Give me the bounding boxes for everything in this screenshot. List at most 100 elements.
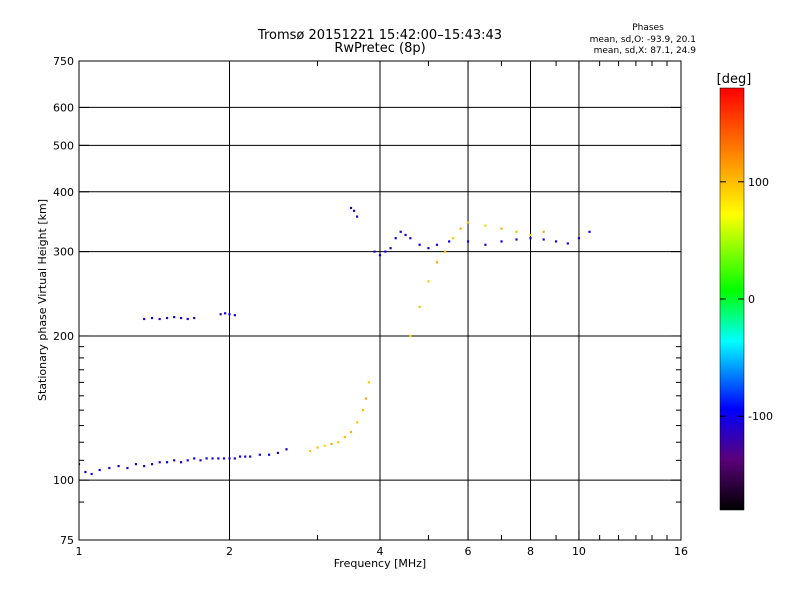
data-point: [409, 237, 412, 240]
data-point: [451, 237, 455, 240]
y-tick-label: 500: [53, 139, 74, 152]
data-point: [529, 233, 532, 237]
data-point: [165, 316, 169, 320]
data-point: [459, 227, 462, 230]
y-tick-label: 100: [53, 474, 74, 487]
x-tick-label: 4: [377, 545, 384, 558]
data-point: [418, 243, 421, 246]
chart-subtitle: RwPretec (8p): [334, 41, 425, 56]
data-point: [143, 317, 146, 321]
data-point: [448, 240, 451, 243]
data-point: [193, 457, 196, 460]
data-point: [435, 243, 439, 246]
data-point: [352, 209, 356, 212]
data-point: [378, 254, 382, 257]
data-point: [258, 453, 261, 456]
data-point: [399, 230, 402, 233]
data-point: [186, 459, 189, 462]
data-point: [554, 240, 558, 243]
data-point: [466, 240, 470, 243]
scatter-points: [79, 206, 591, 476]
data-point: [211, 457, 214, 460]
data-point: [267, 453, 271, 456]
phases-o-line: mean, sd,O: -93.9, 20.1: [590, 35, 696, 45]
data-point: [349, 430, 353, 434]
colorbar-unit: [deg]: [717, 72, 752, 87]
data-point: [126, 466, 129, 470]
data-point: [285, 448, 288, 451]
y-tick-label: 600: [53, 101, 74, 114]
data-point: [373, 250, 376, 253]
data-point: [186, 317, 189, 321]
data-point: [356, 215, 359, 218]
colorbar-ticks: 100 0 -100: [720, 176, 773, 423]
data-point: [150, 316, 154, 320]
data-point: [84, 470, 87, 474]
data-point: [158, 461, 161, 464]
data-point: [173, 315, 176, 319]
data-point: [542, 238, 545, 241]
data-point: [244, 455, 247, 458]
data-point: [143, 464, 146, 468]
data-point: [500, 240, 503, 243]
x-tick-label: 8: [527, 545, 534, 558]
data-point: [316, 446, 319, 449]
data-point: [343, 435, 346, 439]
y-tick-label: 200: [53, 330, 74, 343]
data-point: [427, 280, 430, 283]
data-point: [323, 444, 326, 447]
data-point: [384, 250, 387, 253]
data-point: [134, 463, 138, 466]
data-point: [394, 237, 397, 240]
x-tick-label: 10: [572, 545, 586, 558]
x-tick-label: 2: [226, 545, 233, 558]
data-point: [356, 421, 359, 424]
chart-title: Tromsø 20151221 15:42:00–15:43:43: [257, 28, 502, 43]
data-point: [238, 455, 242, 458]
data-point: [98, 468, 101, 472]
phases-heading: Phases: [632, 23, 664, 33]
data-point: [500, 227, 503, 230]
data-point: [364, 397, 368, 400]
data-point: [435, 261, 439, 264]
x-tick-label: 1: [76, 545, 83, 558]
y-tick-label: 300: [53, 246, 74, 259]
data-point: [515, 230, 518, 233]
data-point: [542, 230, 545, 233]
y-axis-label: Stationary phase Virtual Height [km]: [36, 199, 49, 401]
data-point: [249, 455, 252, 458]
colorbar-tick-label: 100: [748, 176, 769, 189]
data-point: [179, 316, 183, 320]
data-point: [228, 313, 231, 316]
colorbar-tick-label: -100: [748, 410, 773, 423]
data-point: [409, 334, 412, 338]
plot-grid: [79, 61, 681, 540]
data-point: [173, 459, 176, 462]
data-point: [205, 457, 208, 460]
data-point: [330, 442, 333, 446]
data-point: [484, 243, 487, 246]
x-axis-label: Frequency [MHz]: [334, 557, 426, 570]
axis-ticks: 1 2 4 6 8 10 16 75 100 200 300 400 500 600 750: [53, 55, 688, 558]
data-point: [515, 238, 518, 241]
data-point: [418, 305, 421, 308]
data-point: [90, 472, 93, 476]
y-tick-label: 75: [60, 534, 74, 547]
data-point: [361, 409, 365, 412]
data-point: [158, 317, 161, 321]
y-tick-label: 400: [53, 186, 74, 199]
data-point: [427, 247, 430, 250]
data-point: [219, 313, 222, 316]
phases-x-line: mean, sd,X: 87.1, 24.9: [594, 46, 697, 56]
data-point: [367, 381, 370, 384]
colorbar-tick-label: 0: [748, 293, 755, 306]
data-point: [349, 206, 353, 210]
data-point: [165, 461, 169, 464]
data-point: [228, 457, 231, 460]
data-point: [233, 314, 236, 317]
data-point: [566, 242, 569, 245]
data-point: [588, 230, 591, 233]
data-point: [217, 457, 220, 460]
x-tick-label: 16: [674, 545, 688, 558]
